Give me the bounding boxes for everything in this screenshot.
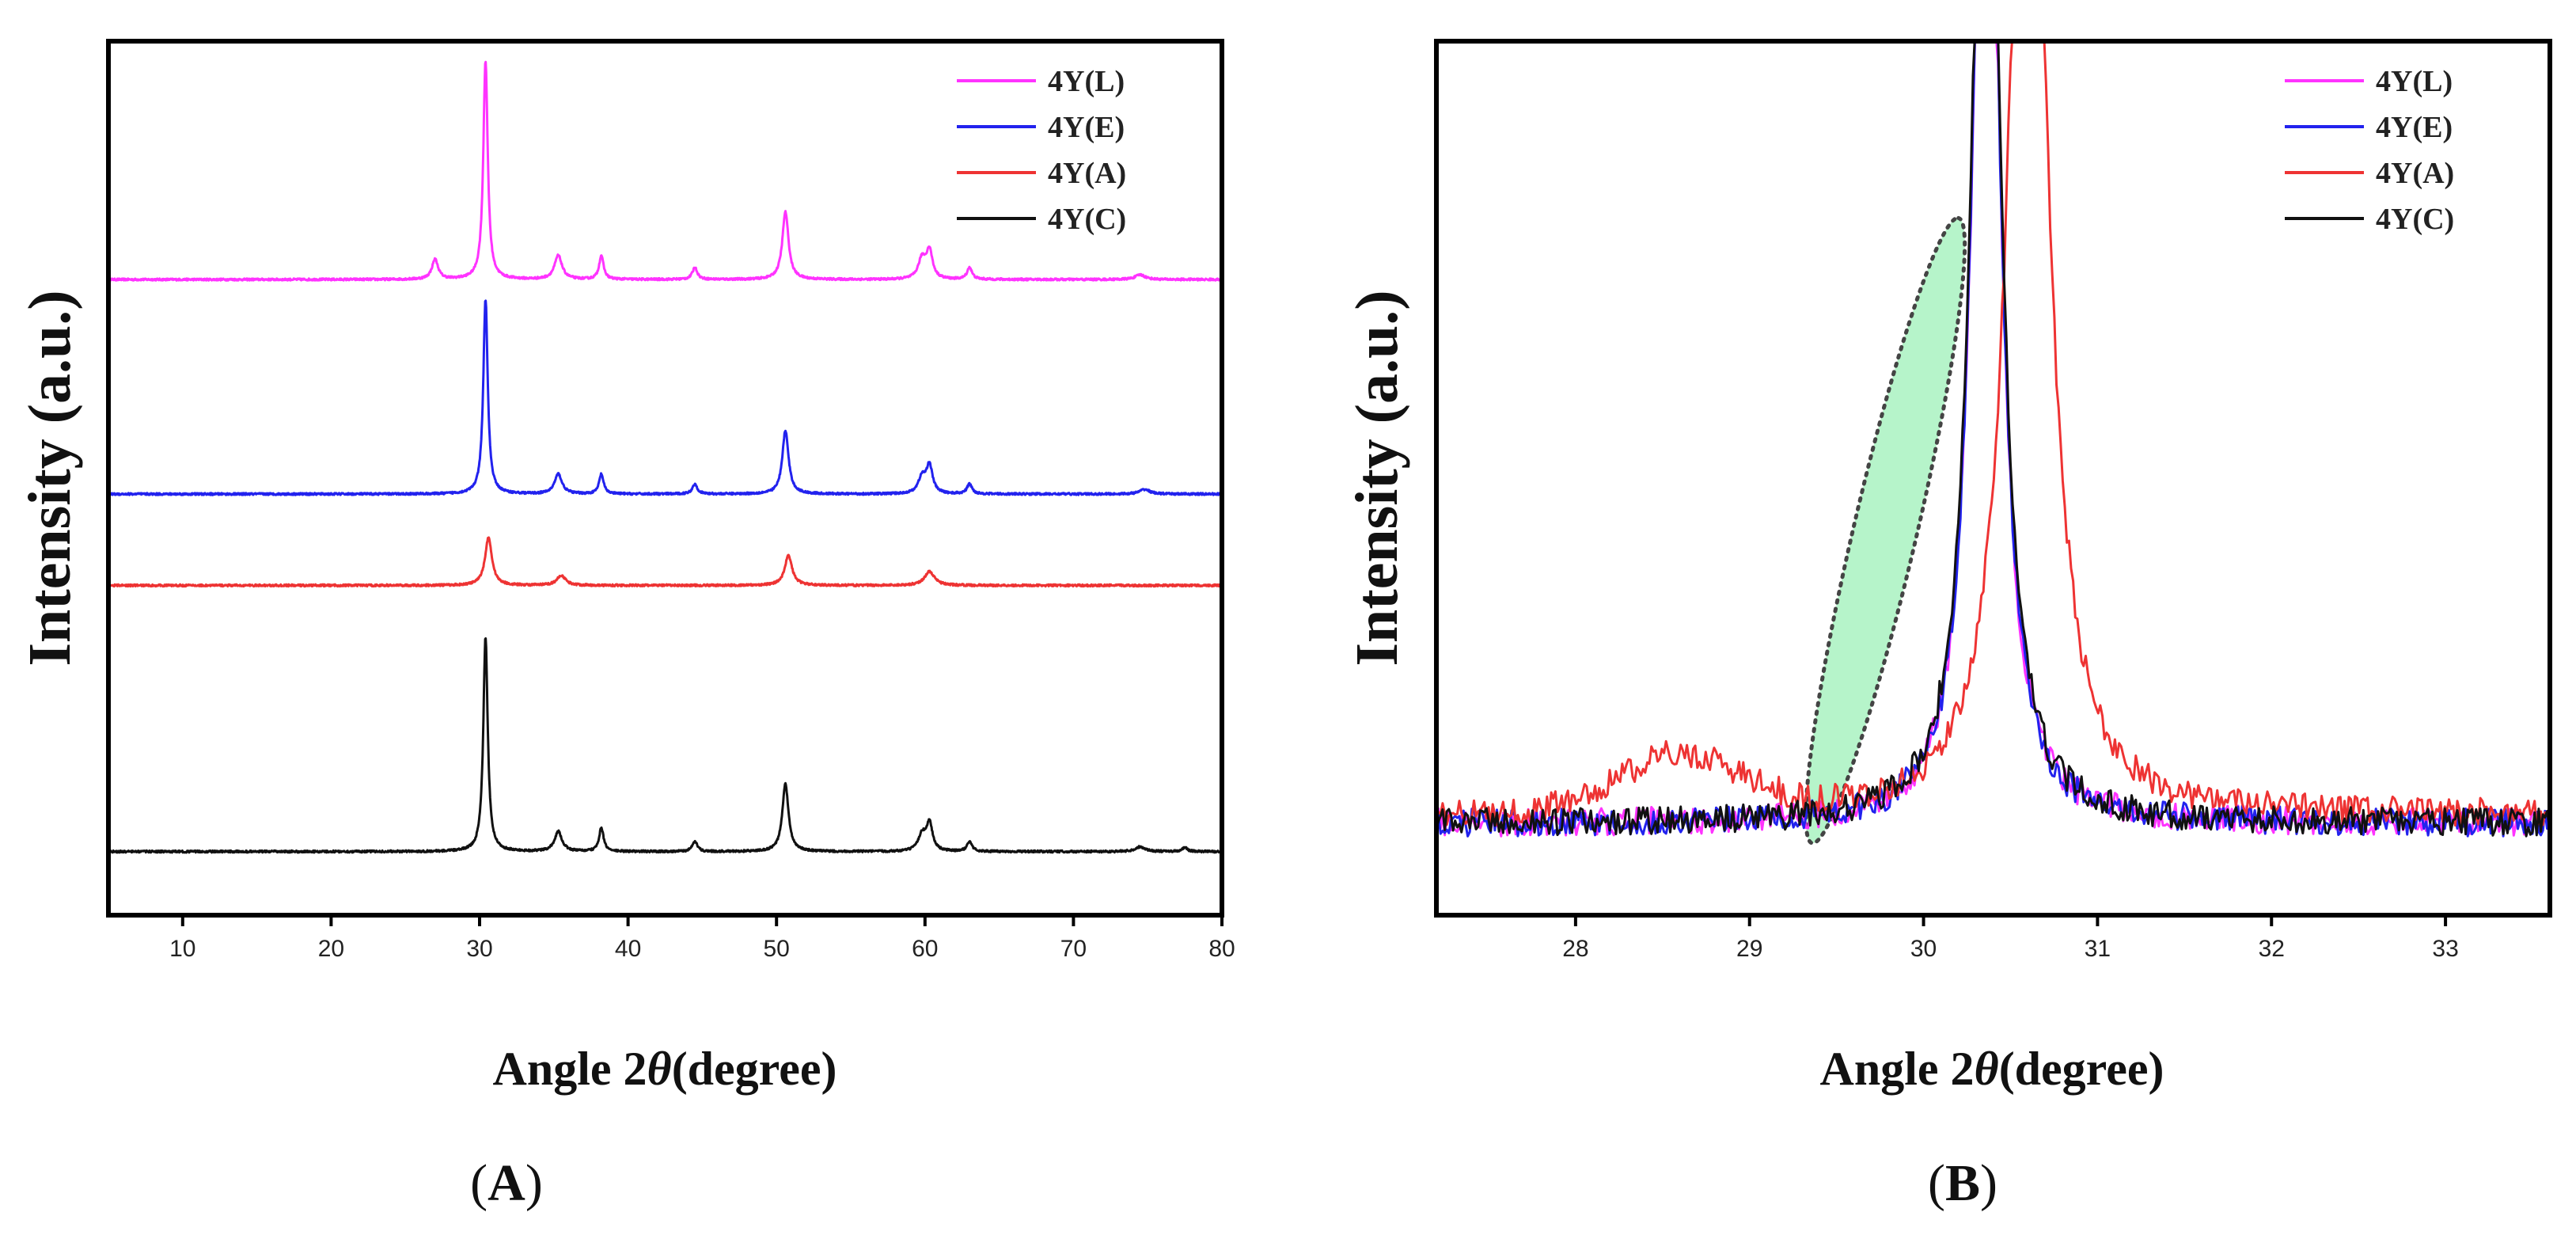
panel-b-legend-label-1: 4Y(E) <box>2376 111 2453 144</box>
panel-a: 10 20 30 40 50 60 70 80 Intensity (a.u.) Angle … <box>17 39 1235 1212</box>
panel-b-legend-label-3: 4Y(C) <box>2376 203 2454 236</box>
panel-a-series-line-0 <box>108 60 1222 282</box>
panel-b-x-axis: 28 29 30 31 32 33 <box>1562 915 2459 962</box>
panel-a-x-tick-label-20: 20 <box>318 936 344 962</box>
panel-a-x-axis-label: Angle 2θ(degree) <box>493 1043 837 1095</box>
panel-a-x-tick-label-50: 50 <box>764 936 790 962</box>
panel-a-legend-label-1: 4Y(E) <box>1048 111 1125 144</box>
panel-a-x-tick-label-60: 60 <box>912 936 938 962</box>
panel-a-label: (A) <box>470 1154 543 1212</box>
panel-a-legend-label-2: 4Y(A) <box>1048 157 1126 190</box>
panel-a-series-line-2 <box>108 536 1222 588</box>
panel-b: 28 29 30 31 32 33 Intensity (a.u.) Angle 2θ(d… <box>1344 39 2552 1212</box>
panel-a-x-tick-label-70: 70 <box>1060 936 1087 962</box>
panel-a-series-group <box>108 60 1222 854</box>
panel-a-x-tick-label-80: 80 <box>1208 936 1235 962</box>
panel-b-legend: 4Y(L) 4Y(E) 4Y(A) 4Y(C) <box>2285 65 2454 236</box>
panel-b-x-tick-label-30: 30 <box>1910 936 1937 962</box>
panel-a-legend-label-0: 4Y(L) <box>1048 65 1125 98</box>
panel-b-x-tick-label-31: 31 <box>2085 936 2111 962</box>
panel-b-x-tick-label-33: 33 <box>2432 936 2458 962</box>
panel-b-plot-frame <box>1434 39 2552 918</box>
panel-b-series-line-1 <box>1436 41 2550 838</box>
panel-a-legend-label-3: 4Y(C) <box>1048 203 1126 236</box>
panel-b-annotation-group <box>1804 215 1967 846</box>
panel-a-x-axis: 10 20 30 40 50 60 70 80 <box>169 915 1235 962</box>
panel-b-series-line-2 <box>1436 41 2550 827</box>
panel-a-x-tick-label-30: 30 <box>466 936 492 962</box>
panel-b-x-axis-label: Angle 2θ(degree) <box>1820 1043 2164 1095</box>
panel-b-legend-label-0: 4Y(L) <box>2376 65 2453 98</box>
panel-b-label: (B) <box>1928 1154 1997 1212</box>
panel-b-annotation-ellipse <box>1804 215 1967 846</box>
panel-b-x-tick-label-32: 32 <box>2259 936 2285 962</box>
panel-b-legend-label-2: 4Y(A) <box>2376 157 2454 190</box>
panel-a-x-tick-label-10: 10 <box>169 936 195 962</box>
panel-b-y-axis-label: Intensity (a.u.) <box>1344 290 1410 666</box>
panel-a-y-axis-label: Intensity (a.u.) <box>17 290 83 666</box>
panel-a-series-line-3 <box>108 637 1222 854</box>
panel-a-x-tick-label-40: 40 <box>615 936 641 962</box>
panel-a-series-line-1 <box>108 299 1222 496</box>
panel-b-series-line-3 <box>1436 41 2550 838</box>
panel-b-series-group <box>1436 41 2550 838</box>
panel-a-plot-frame <box>106 39 1224 918</box>
panel-b-x-tick-label-29: 29 <box>1736 936 1762 962</box>
panel-b-series-line-0 <box>1436 41 2550 838</box>
panel-a-legend: 4Y(L) 4Y(E) 4Y(A) 4Y(C) <box>957 65 1126 236</box>
panel-b-x-tick-label-28: 28 <box>1562 936 1588 962</box>
